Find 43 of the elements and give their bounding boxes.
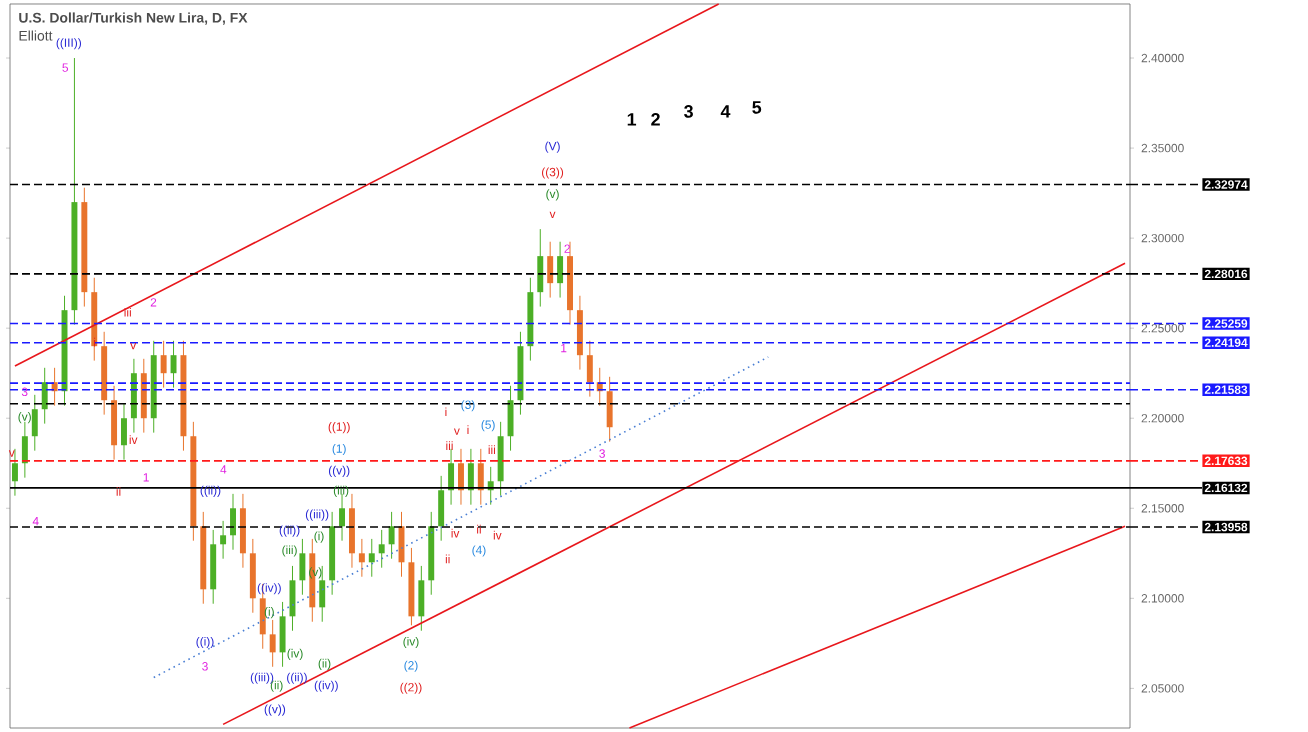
candlestick	[299, 538, 306, 596]
candlestick	[348, 493, 355, 569]
candlestick	[111, 385, 118, 461]
candlestick	[279, 601, 286, 668]
candlestick	[438, 475, 445, 542]
annotation: 3	[684, 105, 693, 118]
annotation: 4	[720, 105, 731, 118]
candlestick	[448, 448, 455, 506]
candlestick	[586, 340, 593, 398]
annotation: 5	[752, 101, 762, 114]
candlestick	[220, 520, 227, 560]
candlestick	[239, 493, 246, 569]
candlestick	[388, 511, 395, 560]
candlestick	[160, 340, 167, 389]
candlestick	[497, 421, 504, 497]
candlestick	[41, 367, 48, 425]
candlestick	[467, 448, 474, 506]
candlestick	[319, 565, 326, 623]
candlestick	[269, 619, 276, 668]
candlestick	[576, 295, 583, 371]
candlestick	[378, 529, 385, 569]
annotation: 2	[651, 113, 660, 126]
candlestick	[21, 421, 28, 479]
candlestick	[31, 394, 38, 452]
candlestick	[230, 493, 236, 551]
candlestick	[507, 385, 514, 452]
candlestick	[11, 448, 18, 497]
candlestick	[210, 529, 217, 605]
candlestick	[249, 538, 256, 614]
candlestick	[170, 340, 177, 389]
candlestick	[140, 358, 147, 434]
candlestick	[547, 241, 554, 299]
candlestick	[418, 565, 425, 632]
candlestick	[339, 493, 346, 542]
candlestick	[557, 241, 564, 299]
candlestick	[121, 403, 127, 461]
candlestick	[358, 538, 365, 578]
candlestick	[458, 448, 464, 506]
annotation: 1	[627, 113, 637, 126]
candlestick	[477, 448, 484, 506]
candlestick	[537, 228, 544, 308]
candlestick	[368, 538, 375, 578]
candlestick	[606, 376, 613, 443]
